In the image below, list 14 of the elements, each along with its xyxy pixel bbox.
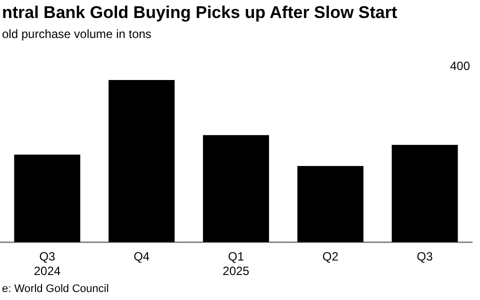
x-tick-label: Q3 2024 <box>34 250 61 278</box>
bar <box>14 154 80 242</box>
text: 400 <box>448 58 471 74</box>
bar <box>297 166 364 242</box>
x-tick-label: Q1 2025 <box>222 250 250 278</box>
bar <box>392 144 458 242</box>
chart-subtitle: old purchase volume in tons <box>2 27 152 41</box>
text: e: World Gold Council <box>2 283 109 295</box>
chart-title: ntral Bank Gold Buying Picks up After Slow Start <box>2 3 398 23</box>
x-tick-label: Q2 <box>322 250 339 264</box>
x-tick-label: Q3 <box>416 250 434 264</box>
bar <box>202 135 270 242</box>
x-tick-label: Q4 <box>134 250 150 264</box>
bar <box>108 80 175 242</box>
